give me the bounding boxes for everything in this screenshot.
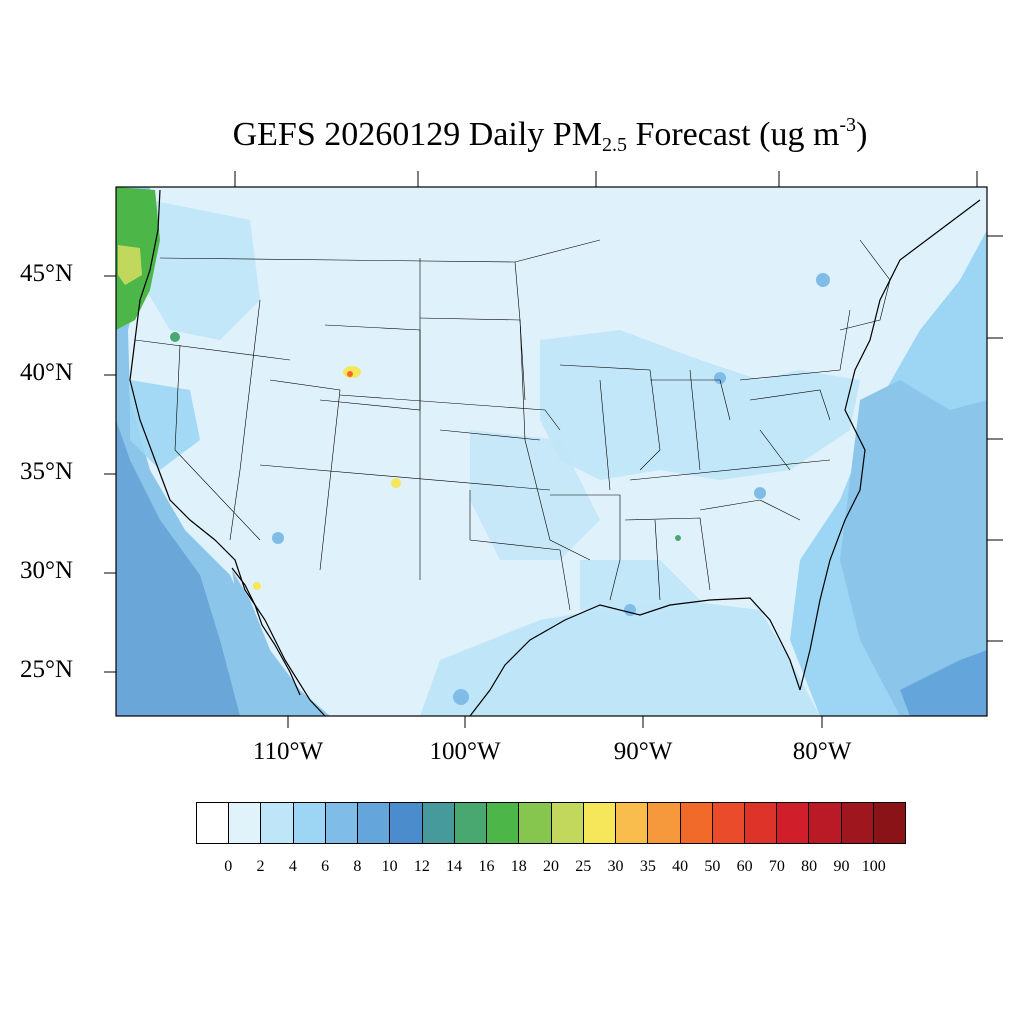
colorbar-tick-label: 6 — [321, 858, 330, 875]
colorbar-box — [841, 802, 874, 844]
colorbar-box — [712, 802, 745, 844]
colorbar-box — [551, 802, 584, 844]
colorbar-tick-label: 10 — [381, 858, 398, 875]
colorbar-tick-label: 60 — [736, 858, 753, 875]
axis-ticks — [104, 171, 1003, 728]
colorbar-tick-label: 90 — [833, 858, 850, 875]
lat-label-40n: 40°N — [20, 359, 74, 386]
colorbar-box — [325, 802, 359, 844]
colorbar-box — [744, 802, 778, 844]
colorbar-tick-label: 4 — [288, 858, 297, 875]
coastlines — [129, 189, 981, 717]
map-title: GEFS 20260129 Daily PM2.5 Forecast (ug m… — [0, 114, 1024, 157]
colorbar-tick-label: 25 — [575, 858, 592, 875]
plot-frame — [115, 186, 988, 717]
colorbar-tick-label: 12 — [413, 858, 430, 875]
colorbar-box — [873, 802, 907, 844]
colorbar — [196, 802, 907, 844]
lat-label-35n: 35°N — [20, 458, 74, 485]
colorbar-box — [390, 802, 423, 844]
title-subscript: 2.5 — [601, 134, 627, 156]
colorbar-tick-label: 18 — [510, 858, 527, 875]
colorbar-box — [261, 802, 294, 844]
colorbar-tick-label: 20 — [543, 858, 559, 875]
colorbar-box — [422, 802, 455, 844]
colorbar-tick-label: 100 — [861, 858, 886, 875]
lat-label-30n: 30°N — [20, 557, 74, 584]
colorbar-box — [229, 802, 262, 844]
colorbar-tick-label: 50 — [704, 858, 721, 875]
lat-label-25n: 25°N — [20, 656, 74, 683]
colorbar-box — [648, 802, 681, 844]
lon-label-100w: 100°W — [429, 738, 501, 765]
lon-label-90w: 90°W — [613, 738, 673, 765]
title-middle: Forecast (ug m — [626, 116, 840, 153]
lon-label-110w: 110°W — [252, 738, 324, 765]
colorbar-box — [583, 802, 617, 844]
title-end: ) — [856, 116, 868, 153]
colorbar-tick-label: 14 — [446, 858, 463, 875]
colorbar-tick-label: 2 — [256, 858, 265, 875]
colorbar-box — [487, 802, 520, 844]
colorbar-tick-label: 30 — [607, 858, 624, 875]
colorbar-box — [519, 802, 552, 844]
title-superscript: -3 — [839, 114, 857, 136]
colorbar-box — [196, 802, 230, 844]
colorbar-tick-label: 80 — [801, 858, 818, 875]
colorbar-box — [680, 802, 713, 844]
colorbar-tick-label: 40 — [672, 858, 689, 875]
pm25-field — [116, 187, 987, 716]
colorbar-box — [616, 802, 649, 844]
lon-label-80w: 80°W — [792, 738, 852, 765]
colorbar-box — [809, 802, 842, 844]
colorbar-tick-label: 35 — [639, 858, 656, 875]
colorbar-box — [454, 802, 488, 844]
colorbar-box — [777, 802, 810, 844]
title-main: GEFS 20260129 Daily PM — [232, 116, 602, 153]
state-borders — [134, 239, 891, 611]
colorbar-tick-label: 8 — [353, 858, 362, 875]
colorbar-tick-label: 16 — [478, 858, 495, 875]
lat-label-45n: 45°N — [20, 260, 74, 287]
colorbar-tick-label: 0 — [224, 858, 233, 875]
colorbar-tick-label: 70 — [768, 858, 785, 875]
colorbar-box — [358, 802, 391, 844]
colorbar-box — [293, 802, 326, 844]
